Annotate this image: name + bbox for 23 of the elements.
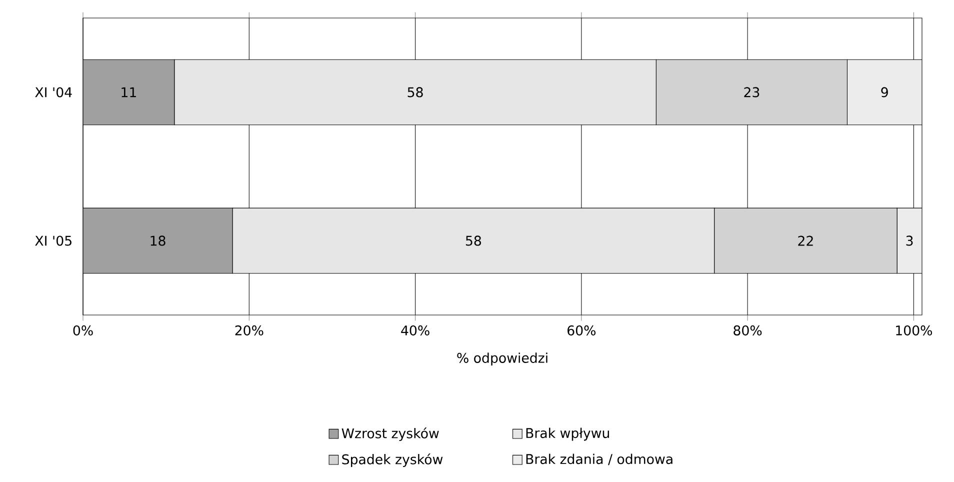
- x-tick-label: 80%: [734, 325, 762, 336]
- y-tick-label: XI '05: [35, 236, 72, 246]
- x-axis-title: % odpowiedzi: [457, 352, 548, 366]
- legend-label: Spadek zysków: [342, 454, 443, 467]
- x-tick-label: 40%: [401, 325, 430, 336]
- legend-label: Wzrost zysków: [342, 428, 439, 441]
- data-label: 58: [466, 236, 481, 246]
- data-label: 3: [906, 236, 913, 246]
- x-tick-label: 60%: [568, 325, 596, 336]
- bar: [846, 59, 922, 126]
- data-label: 11: [122, 87, 136, 98]
- legend-label: Brak wpływu: [526, 428, 609, 441]
- x-tick-label: 100%: [896, 325, 932, 336]
- data-label: 58: [408, 87, 423, 98]
- bar: [896, 208, 922, 274]
- x-tick-label: 0%: [73, 325, 93, 336]
- x-tick-label: 20%: [235, 325, 264, 336]
- y-tick-label: XI '04: [35, 87, 72, 98]
- data-label: 22: [798, 236, 813, 246]
- data-label: 9: [881, 87, 888, 98]
- data-label: 23: [744, 87, 760, 98]
- legend-label: Brak zdania / odmowa: [526, 454, 672, 466]
- data-label: 18: [150, 236, 166, 246]
